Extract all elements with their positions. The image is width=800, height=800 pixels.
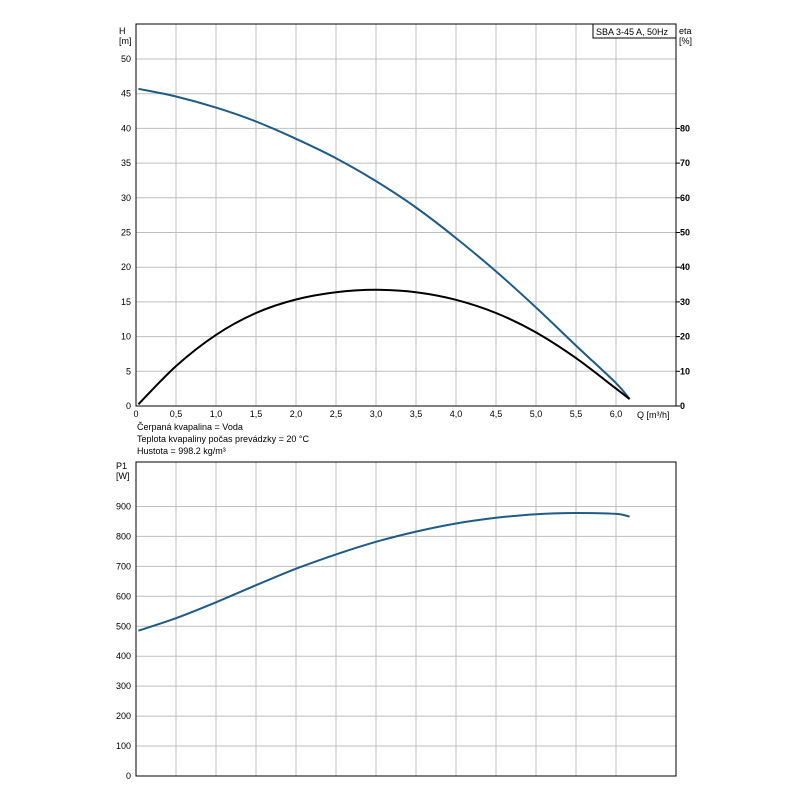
y-right-tick-label: 50: [680, 228, 690, 238]
x-tick-label: 1,0: [210, 409, 223, 419]
x-tick-label: 5,5: [570, 409, 583, 419]
p1-tick-label: 800: [116, 531, 131, 541]
x-tick-label: 1,5: [250, 409, 263, 419]
p1-tick-label: 100: [116, 741, 131, 751]
bottom-plot-frame: [135, 461, 677, 777]
x-tick-label: 4,0: [450, 409, 463, 419]
y-right-tick-label: 10: [680, 366, 690, 376]
x-tick-label: 0: [133, 409, 138, 419]
y-left-tick-label: 30: [121, 193, 131, 203]
y-left-name: H: [119, 26, 126, 36]
x-axis-label: Q [m³/h]: [637, 410, 670, 420]
x-tick-label: 5,0: [530, 409, 543, 419]
y-right-tick-label: 80: [680, 123, 690, 133]
p1-tick-label: 600: [116, 591, 131, 601]
power-plot: 0 100 200 300 400 500 600 700 800 900 P1 [W]: [116, 461, 677, 781]
p1-tick-label: 0: [126, 771, 131, 781]
p1-unit: [W]: [116, 471, 130, 481]
bottom-grid: [136, 462, 676, 776]
y-left-tick-label: 25: [121, 228, 131, 238]
p1-name: P1: [116, 461, 127, 471]
x-tick-label: 0,5: [170, 409, 183, 419]
top-tick-labels: 0 0,5 1,0 1,5 2,0 2,5 3,0 3,5 4,0 4,5 5,0 5,5 6,0 0 5 1…: [121, 54, 690, 419]
y-left-tick-label: 10: [121, 332, 131, 342]
p1-tick-label: 500: [116, 621, 131, 631]
y-right-tick-label: 0: [680, 401, 685, 411]
y-left-tick-label: 40: [121, 123, 131, 133]
y-left-tick-label: 0: [126, 401, 131, 411]
x-tick-label: 3,5: [410, 409, 423, 419]
p1-tick-label: 900: [116, 501, 131, 511]
x-tick-label: 4,5: [490, 409, 503, 419]
y-right-tick-label: 40: [680, 262, 690, 272]
efficiency-curve: [137, 288, 631, 406]
y-left-tick-label: 15: [121, 297, 131, 307]
y-right-tick-label: 30: [680, 297, 690, 307]
y-right-unit: [%]: [679, 36, 692, 46]
note-liquid: Čerpaná kvapalina = Voda: [137, 422, 243, 432]
y-right-tick-label: 60: [680, 193, 690, 203]
y-left-tick-label: 50: [121, 54, 131, 64]
y-left-tick-label: 35: [121, 158, 131, 168]
note-temperature: Teplota kvapaliny počas prevádzky = 20 °…: [137, 434, 309, 444]
y-left-unit: [m]: [119, 36, 132, 46]
y-left-tick-label: 45: [121, 89, 131, 99]
bottom-series: [138, 511, 630, 632]
y-right-tick-label: 20: [680, 332, 690, 342]
y-left-tick-label: 20: [121, 262, 131, 272]
x-tick-label: 2,0: [290, 409, 303, 419]
x-tick-label: 2,5: [330, 409, 343, 419]
bottom-tick-labels: 0 100 200 300 400 500 600 700 800 900: [116, 501, 131, 781]
legend-text: SBA 3-45 A, 50Hz: [596, 27, 669, 37]
top-plot-frame: [135, 23, 677, 407]
x-tick-label: 6,0: [610, 409, 623, 419]
head-efficiency-plot: 0 0,5 1,0 1,5 2,0 2,5 3,0 3,5 4,0 4,5 5,0 5,5 6,0 0 5 1…: [119, 23, 692, 420]
p1-tick-label: 400: [116, 651, 131, 661]
note-density: Hustota = 998.2 kg/m³: [137, 446, 226, 456]
top-grid: [136, 24, 676, 406]
top-series: [137, 87, 631, 406]
power-curve: [138, 511, 630, 632]
x-tick-label: 3,0: [370, 409, 383, 419]
p1-tick-label: 200: [116, 711, 131, 721]
y-right-tick-label: 70: [680, 158, 690, 168]
head-curve: [138, 87, 631, 400]
p1-tick-label: 700: [116, 561, 131, 571]
legend-box: [592, 23, 677, 39]
p1-tick-label: 300: [116, 681, 131, 691]
y-right-name: eta: [679, 26, 692, 36]
y-left-tick-label: 5: [126, 366, 131, 376]
